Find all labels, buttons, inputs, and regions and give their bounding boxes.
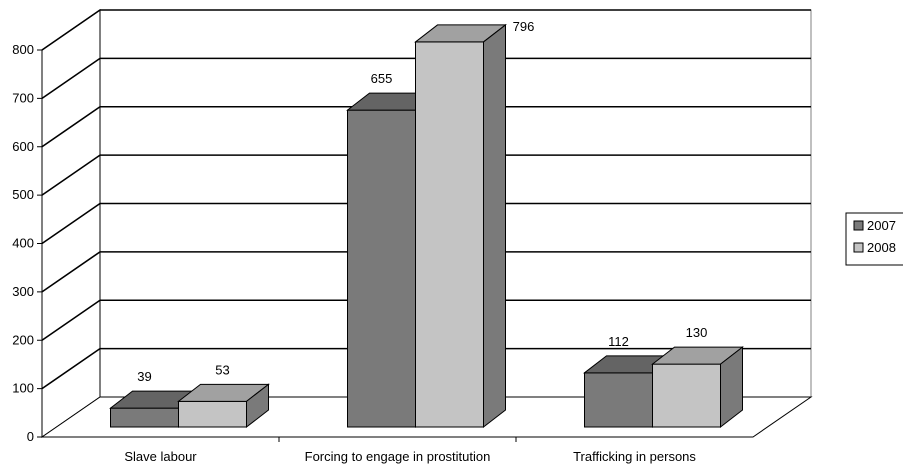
y-tick-label-100: 100	[12, 381, 34, 396]
legend-swatch-2008	[853, 242, 864, 253]
gridline-300	[41, 251, 811, 293]
data-label-2007-0: 39	[137, 369, 151, 384]
gridline-700	[41, 57, 811, 100]
x-category-label-0: Slave labour	[124, 449, 197, 464]
bar-front-face	[584, 372, 653, 428]
bar-front-face	[415, 41, 484, 428]
legend-label-2008: 2008	[867, 240, 896, 255]
legend-swatch-2007	[853, 220, 864, 231]
bars	[109, 23, 744, 429]
bar-front-face	[652, 363, 721, 428]
data-label-2008-2: 130	[686, 325, 708, 340]
y-tick-label-700: 700	[12, 90, 34, 105]
x-category-labels: Slave labour Forcing to engage in prostit…	[124, 449, 696, 464]
bar-2008-1	[414, 23, 507, 429]
y-tick-label-400: 400	[12, 236, 34, 251]
gridline-500	[41, 154, 811, 196]
y-tick-label-600: 600	[12, 139, 34, 154]
gridline-400	[41, 202, 811, 245]
data-label-2007-1: 655	[371, 71, 393, 86]
gridline-600	[41, 105, 811, 148]
y-tick-label-800: 800	[12, 42, 34, 57]
bar-2008-0	[177, 383, 270, 429]
y-tick-label-300: 300	[12, 284, 34, 299]
bar-front-face	[110, 407, 179, 428]
y-tick-labels: 0 100 200 300 400 500 600 700 800	[12, 42, 34, 444]
y-tick-label-200: 200	[12, 332, 34, 347]
legend: 2007 2008	[845, 212, 903, 266]
axes	[37, 49, 753, 442]
data-label-2008-1: 796	[513, 19, 535, 34]
bar-side-face	[246, 383, 269, 429]
gridlines	[41, 9, 811, 390]
data-label-2008-0: 53	[215, 362, 229, 377]
bar-front-face	[347, 109, 416, 428]
gridline-200	[41, 299, 811, 341]
data-label-2007-2: 112	[608, 334, 629, 349]
gridline-100	[41, 347, 811, 390]
y-tick-label-500: 500	[12, 187, 34, 202]
y-tick-label-0: 0	[27, 429, 34, 444]
data-labels: 39 53 655 796 112 130	[137, 19, 707, 384]
x-category-label-1: Forcing to engage in prostitution	[305, 449, 491, 464]
x-category-label-2: Trafficking in persons	[573, 449, 696, 464]
gridline-800	[41, 9, 811, 51]
legend-label-2007: 2007	[867, 218, 896, 233]
bar-2008-2	[651, 346, 744, 429]
bar-side-face	[720, 346, 743, 429]
bar-side-face	[483, 23, 506, 429]
bar-front-face	[178, 400, 247, 428]
